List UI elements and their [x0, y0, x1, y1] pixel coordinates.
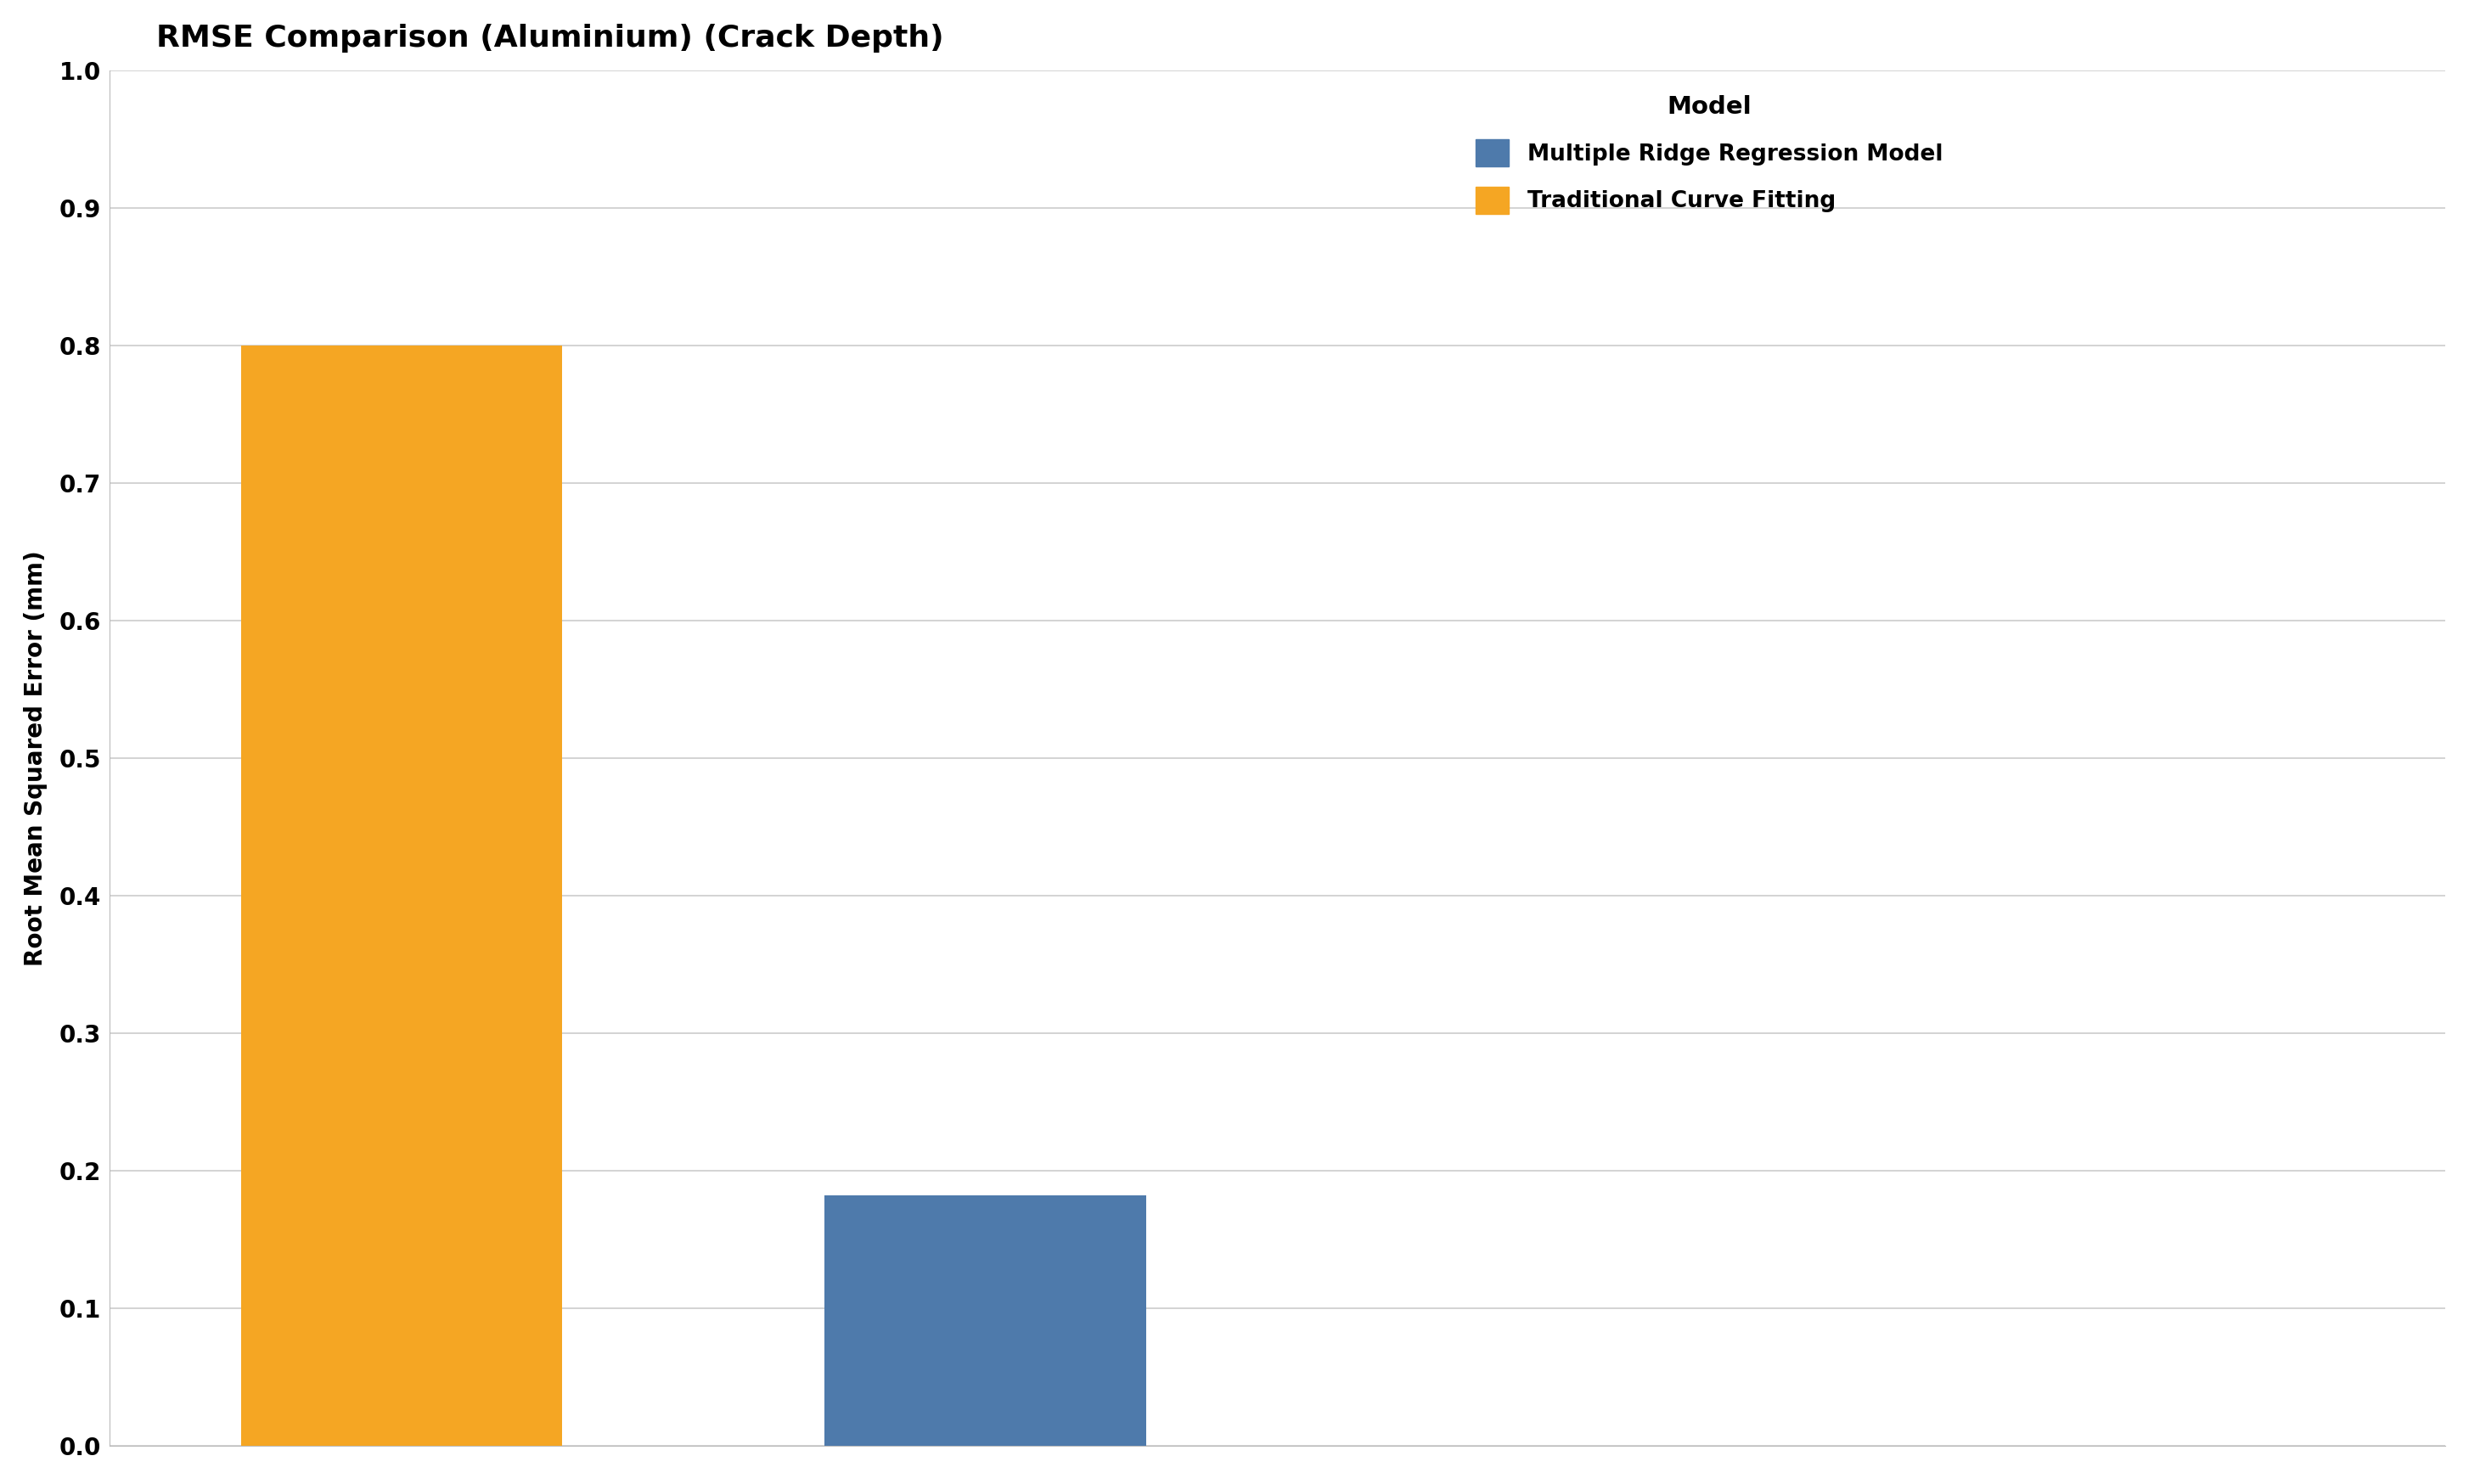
Legend: Multiple Ridge Regression Model, Traditional Curve Fitting: Multiple Ridge Regression Model, Traditi…	[1476, 95, 1943, 214]
Text: RMSE Comparison (Aluminium) (Crack Depth): RMSE Comparison (Aluminium) (Crack Depth…	[156, 24, 943, 52]
Bar	[242, 346, 563, 1445]
Y-axis label: Root Mean Squared Error (mm): Root Mean Squared Error (mm)	[25, 551, 47, 966]
Bar	[825, 1196, 1146, 1445]
